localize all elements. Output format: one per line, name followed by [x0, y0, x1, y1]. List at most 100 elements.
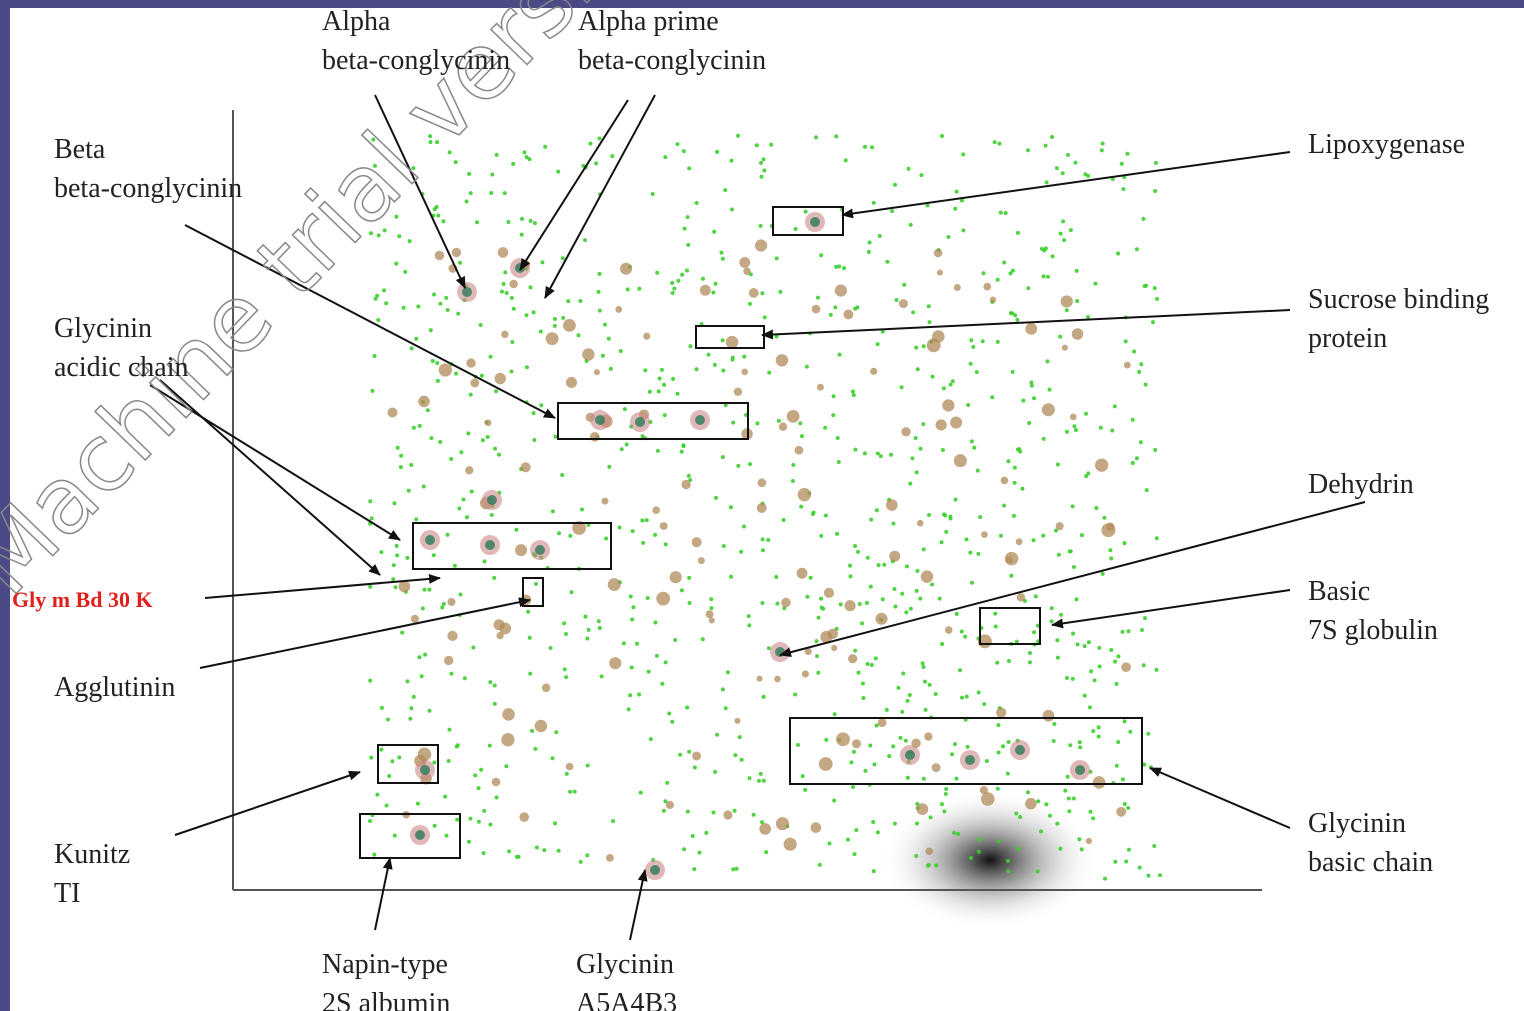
spot: [1138, 866, 1142, 870]
spot: [1142, 663, 1146, 667]
spot: [818, 863, 822, 867]
spot: [965, 755, 975, 765]
spot: [456, 312, 460, 316]
spot: [502, 282, 506, 286]
annotation-label: Kunitz: [54, 839, 130, 870]
spot: [915, 821, 919, 825]
spot: [932, 763, 941, 772]
spot: [1086, 315, 1090, 319]
spot: [1154, 668, 1158, 672]
spot: [738, 735, 742, 739]
annotation-label: A5A4B3: [576, 988, 677, 1011]
spot: [919, 173, 923, 177]
spot: [797, 568, 808, 579]
spot: [540, 260, 544, 264]
spot: [814, 135, 818, 139]
spot: [421, 606, 425, 610]
spot: [662, 809, 666, 813]
spot: [446, 533, 450, 537]
spot: [832, 394, 836, 398]
spot: [442, 602, 446, 606]
spot: [1007, 740, 1011, 744]
spot: [863, 769, 867, 773]
spot: [606, 854, 614, 862]
spot: [704, 831, 708, 835]
spot: [504, 764, 508, 768]
spot: [714, 282, 718, 286]
spot: [380, 706, 384, 710]
spot: [470, 379, 479, 388]
spot: [693, 765, 697, 769]
spot: [960, 630, 964, 634]
spot: [824, 513, 828, 517]
spot: [824, 588, 834, 598]
spot: [392, 563, 396, 567]
spot: [1121, 187, 1125, 191]
spot: [812, 305, 821, 314]
spot: [916, 367, 920, 371]
spot: [836, 436, 840, 440]
spot: [499, 623, 511, 635]
spot: [698, 851, 702, 855]
spot: [628, 693, 632, 697]
spot: [759, 175, 763, 179]
spot: [509, 370, 513, 374]
spot: [566, 377, 577, 388]
spot: [609, 657, 621, 669]
spot: [479, 768, 483, 772]
spot: [996, 723, 1000, 727]
spot: [810, 217, 820, 227]
spot: [949, 383, 953, 387]
spot: [646, 596, 650, 600]
annotation-label: Dehydrin: [1308, 469, 1414, 500]
spot: [1057, 553, 1061, 557]
spot: [759, 772, 763, 776]
spot: [488, 680, 492, 684]
spot: [1051, 254, 1055, 258]
spot: [950, 752, 954, 756]
spot: [1068, 550, 1072, 554]
spot: [1121, 777, 1125, 781]
spot: [833, 305, 837, 309]
spot: [762, 157, 766, 161]
spot: [631, 605, 635, 609]
spot: [996, 340, 1000, 344]
spot: [1065, 308, 1069, 312]
spot: [535, 720, 547, 732]
spot: [391, 577, 395, 581]
spot: [800, 434, 804, 438]
spot: [846, 838, 850, 842]
spot: [1145, 488, 1149, 492]
spot: [978, 515, 982, 519]
spot: [695, 201, 699, 205]
spot: [553, 324, 557, 328]
spot: [980, 786, 988, 794]
spot: [866, 662, 870, 666]
spot: [779, 423, 787, 431]
annotation-label: beta-conglycinin: [54, 173, 242, 204]
spot: [887, 754, 891, 758]
spot: [400, 631, 404, 635]
spot: [561, 316, 565, 320]
spot: [733, 809, 737, 813]
spot: [566, 299, 570, 303]
spot: [885, 260, 889, 264]
spot: [414, 337, 418, 341]
spot: [526, 610, 530, 614]
spot: [996, 708, 1006, 718]
spot: [1012, 514, 1016, 518]
spot: [1013, 481, 1017, 485]
spot: [816, 296, 820, 300]
spot: [431, 359, 435, 363]
spot: [928, 320, 932, 324]
spot: [580, 507, 584, 511]
spot: [1093, 282, 1097, 286]
spot: [701, 637, 705, 641]
spot: [676, 279, 680, 283]
spot: [958, 668, 962, 672]
spot: [615, 306, 622, 313]
spot: [955, 612, 959, 616]
spot: [492, 576, 496, 580]
spot: [1091, 816, 1095, 820]
spot: [794, 227, 798, 231]
